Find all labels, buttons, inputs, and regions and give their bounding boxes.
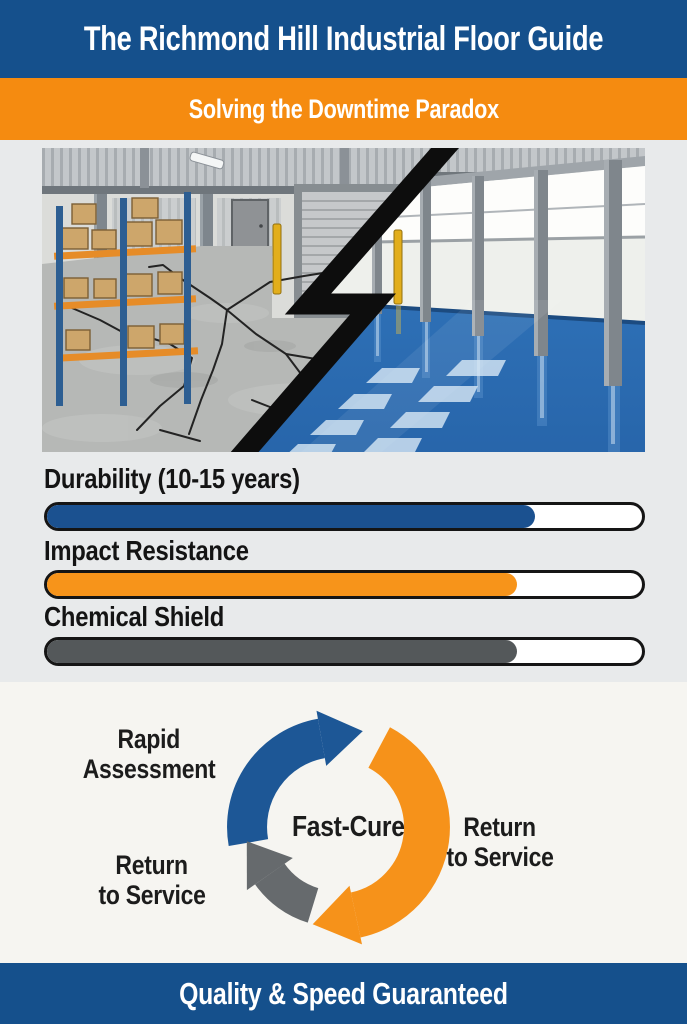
bar-impact [44, 570, 645, 599]
comparison-section: Durability (10-15 years) Impact Resistan… [0, 140, 687, 682]
footer-tagline: Quality & Speed Guaranteed [179, 975, 508, 1011]
page-title: The Richmond Hill Industrial Floor Guide [83, 19, 604, 58]
lightning-divider [230, 148, 459, 452]
footer-bar: Quality & Speed Guaranteed [0, 963, 687, 1024]
page-subtitle: Solving the Downtime Paradox [188, 93, 499, 124]
process-cycle-section: Rapid Assessment Fast-Cure Return to Ser… [0, 682, 687, 963]
window-glare-patches [282, 360, 506, 452]
bar-durability [44, 502, 645, 531]
step-return-to-service-left: Return to Service [98, 850, 206, 910]
floor-reflections [282, 300, 620, 452]
step-rapid-assessment: Rapid Assessment [82, 724, 216, 784]
bollard [393, 229, 403, 305]
gray-arrowhead-icon [246, 841, 293, 891]
subtitle-banner: Solving the Downtime Paradox [0, 78, 687, 140]
personnel-door [231, 199, 269, 248]
step-return-to-service-right: Return to Service [446, 812, 554, 872]
orange-arrowhead-icon [312, 885, 362, 945]
windows [372, 166, 645, 242]
light-fixture [189, 151, 225, 170]
bar-label-impact: Impact Resistance [44, 535, 249, 566]
header-bar: The Richmond Hill Industrial Floor Guide [0, 0, 687, 78]
bar-label-durability: Durability (10-15 years) [44, 463, 300, 494]
orange-arc [350, 727, 450, 938]
pallet-racks [53, 192, 199, 406]
bar-label-chemical: Chemical Shield [44, 601, 225, 632]
cycle-center-label: Fast-Cure [291, 811, 405, 843]
blue-arc [227, 718, 326, 847]
gray-arc [255, 863, 319, 923]
steel-columns [372, 160, 622, 386]
blue-arrowhead-icon [316, 710, 363, 766]
bar-chemical [44, 637, 645, 666]
bollard [272, 223, 282, 295]
floor-comparison-illustration [42, 148, 645, 452]
cycle-arrows [227, 710, 450, 945]
